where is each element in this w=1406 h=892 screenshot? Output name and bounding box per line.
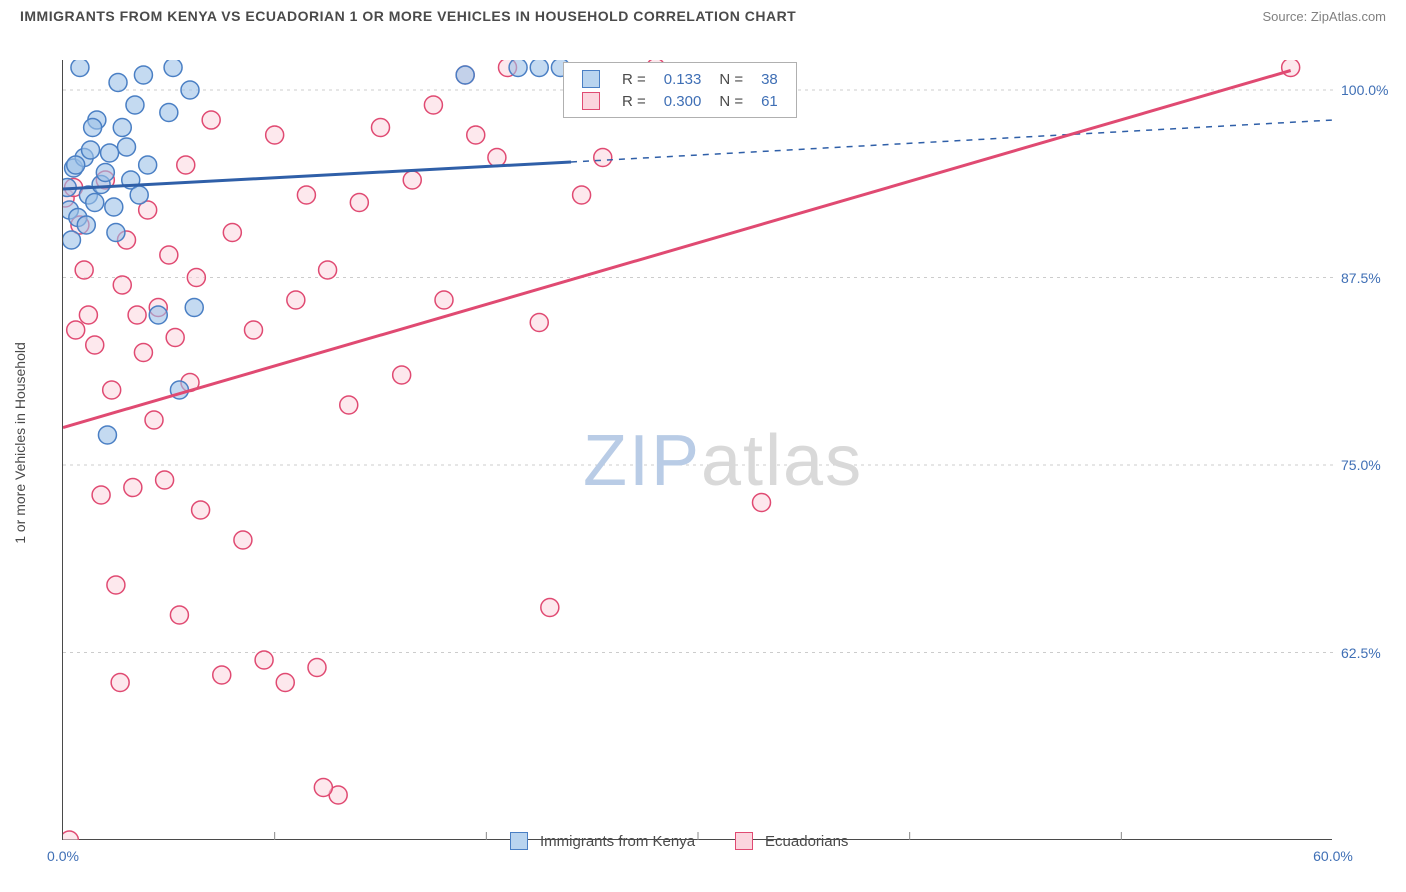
legend-row-series1: R = 0.133 N = 38 (574, 69, 786, 89)
correlation-chart: 1 or more Vehicles in Household R = 0.13… (50, 40, 1390, 830)
legend-r-label: R = (614, 91, 654, 111)
legend-swatch-2 (582, 92, 600, 110)
legend-swatch-1b (510, 832, 528, 850)
legend-item-1: Immigrants from Kenya (510, 832, 695, 850)
series-legend: Immigrants from Kenya Ecuadorians (510, 832, 848, 850)
legend-r-value-2: 0.300 (656, 91, 710, 111)
legend-r-value-1: 0.133 (656, 69, 710, 89)
legend-swatch-1 (582, 70, 600, 88)
x-tick-label: 60.0% (1313, 848, 1353, 864)
chart-title: IMMIGRANTS FROM KENYA VS ECUADORIAN 1 OR… (20, 8, 796, 24)
legend-n-value-2: 61 (753, 91, 786, 111)
y-axis-label: 1 or more Vehicles in Household (12, 342, 28, 544)
y-tick-label: 100.0% (1341, 82, 1388, 98)
correlation-legend: R = 0.133 N = 38 R = 0.300 N = 61 (563, 62, 797, 118)
legend-item-2: Ecuadorians (735, 832, 848, 850)
legend-text-2: Ecuadorians (765, 833, 848, 850)
y-tick-label: 62.5% (1341, 645, 1381, 661)
legend-n-label: N = (711, 91, 751, 111)
legend-n-label: N = (711, 69, 751, 89)
scatter-plot-svg (63, 60, 1333, 840)
x-tick-label: 0.0% (47, 848, 79, 864)
legend-r-label: R = (614, 69, 654, 89)
legend-n-value-1: 38 (753, 69, 786, 89)
legend-text-1: Immigrants from Kenya (540, 833, 695, 850)
legend-swatch-2b (735, 832, 753, 850)
source-label: Source: ZipAtlas.com (1262, 9, 1386, 24)
y-tick-label: 75.0% (1341, 457, 1381, 473)
y-tick-label: 87.5% (1341, 270, 1381, 286)
legend-row-series2: R = 0.300 N = 61 (574, 91, 786, 111)
plot-area: R = 0.133 N = 38 R = 0.300 N = 61 ZIPatl… (62, 60, 1332, 840)
